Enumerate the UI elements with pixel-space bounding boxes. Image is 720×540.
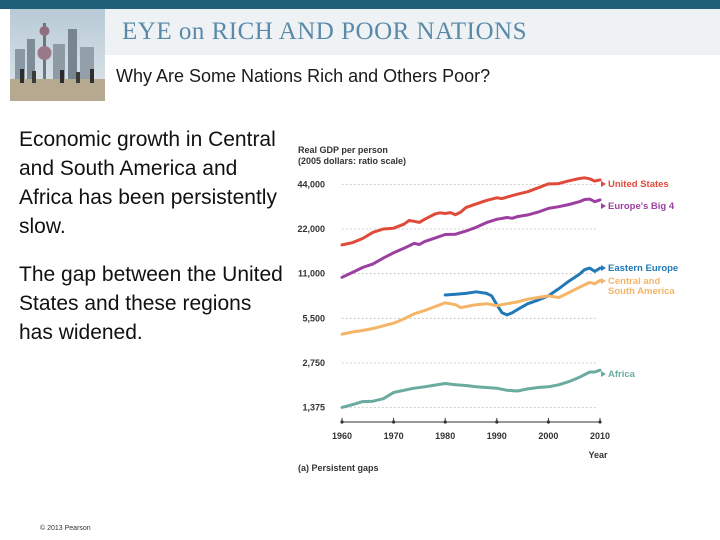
chart-subtitle: (2005 dollars: ratio scale) xyxy=(298,156,406,166)
chart-title: Real GDP per person xyxy=(298,145,388,155)
copyright-notice: © 2013 Pearson xyxy=(40,525,91,532)
y-tick-label: 1,375 xyxy=(302,403,325,413)
y-tick-label: 22,000 xyxy=(297,224,325,234)
x-tick-label: 1980 xyxy=(435,431,455,441)
page-header-title: EYE on RICH AND POOR NATIONS xyxy=(122,18,527,45)
legend-label-eastern-europe: Eastern Europe xyxy=(608,263,678,274)
legend-arrow xyxy=(601,278,606,284)
gdp-line-chart: Real GDP per person (2005 dollars: ratio… xyxy=(297,145,678,473)
legend-arrow xyxy=(601,265,606,271)
y-tick-label: 2,750 xyxy=(302,358,325,368)
legend-label-united-states: United States xyxy=(608,179,669,190)
x-tick-label: 1960 xyxy=(332,431,352,441)
legend-arrow xyxy=(601,203,606,209)
chart-caption: (a) Persistent gaps xyxy=(298,463,379,473)
x-tick-label: 2010 xyxy=(590,431,610,441)
x-tick-label: 1990 xyxy=(487,431,507,441)
series-line-africa xyxy=(340,368,602,409)
header-band xyxy=(105,9,720,55)
x-tick-marker xyxy=(546,420,550,424)
skyline-photo xyxy=(10,9,105,101)
x-tick-marker xyxy=(340,420,344,424)
header-bar xyxy=(0,0,720,9)
legend-label-europes-big4: Europe's Big 4 xyxy=(608,201,675,212)
x-tick-marker xyxy=(443,420,447,424)
series-line-united-states xyxy=(340,176,602,247)
slide-subtitle: Why Are Some Nations Rich and Others Poo… xyxy=(116,66,491,86)
series-line-central-south-america xyxy=(340,279,602,336)
x-tick-label: 2000 xyxy=(538,431,558,441)
legend-arrow xyxy=(601,181,606,187)
x-axis-label: Year xyxy=(588,450,608,460)
x-tick-marker xyxy=(598,420,602,424)
legend-label-central-south-america: Central and South America xyxy=(608,276,675,297)
series-line-eastern-europe xyxy=(443,266,602,317)
x-tick-marker xyxy=(392,420,396,424)
legend-arrow xyxy=(601,371,606,377)
x-tick-marker xyxy=(495,420,499,424)
legend-label-africa: Africa xyxy=(608,369,636,380)
series-line-europes-big4 xyxy=(340,197,602,279)
y-tick-label: 11,000 xyxy=(298,269,325,279)
body-paragraph-1: Economic growth in Central and South Ame… xyxy=(19,128,277,238)
y-tick-label: 44,000 xyxy=(297,179,325,189)
y-tick-label: 5,500 xyxy=(302,313,325,323)
x-tick-label: 1970 xyxy=(384,431,404,441)
body-paragraph-2: The gap between the United States and th… xyxy=(19,263,283,344)
